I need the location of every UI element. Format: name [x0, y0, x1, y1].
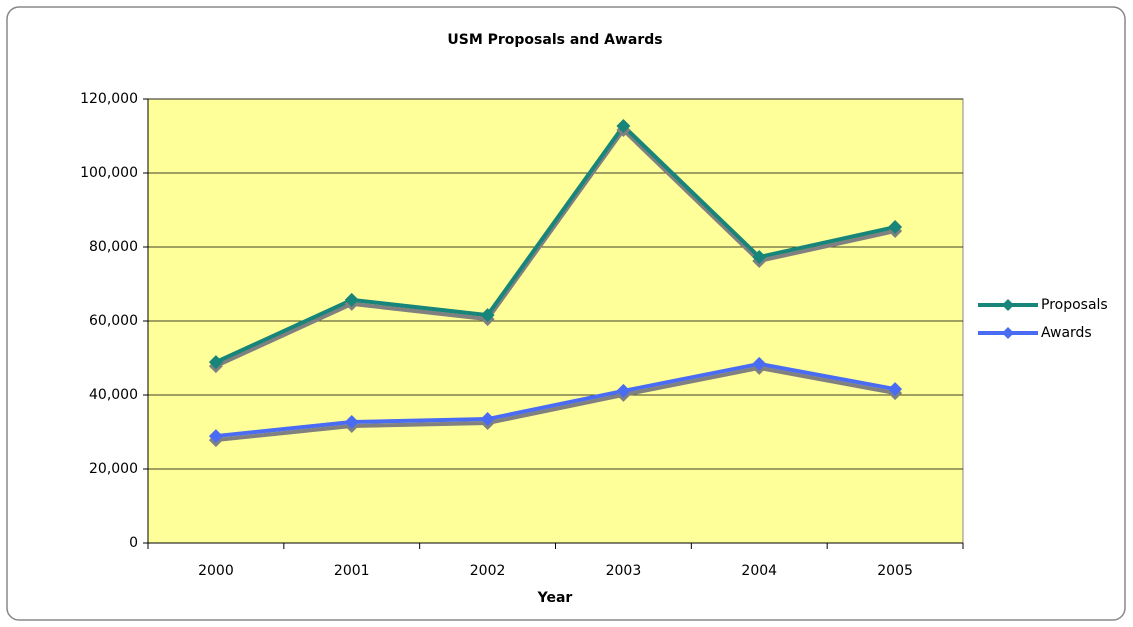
y-tick-label: 20,000: [89, 461, 138, 477]
marker: [480, 412, 495, 427]
marker: [616, 383, 631, 398]
marker: [752, 249, 767, 264]
marker: [480, 308, 495, 323]
marker: [752, 356, 767, 371]
x-tick-label: 2002: [470, 563, 506, 579]
marker: [208, 429, 223, 444]
line-shadow: [215, 128, 896, 368]
marker: [208, 355, 223, 370]
legend-marker: [1002, 299, 1014, 311]
marker: [888, 220, 903, 235]
marker: [344, 415, 359, 430]
line: [215, 124, 896, 364]
x-tick-label: 2003: [606, 563, 642, 579]
line: [215, 361, 896, 439]
y-tick-label: 100,000: [80, 165, 138, 181]
y-tick-label: 80,000: [89, 239, 138, 255]
chart-title: USM Proposals and Awards: [447, 32, 662, 48]
y-tick-label: 60,000: [89, 313, 138, 329]
marker: [616, 119, 631, 134]
y-tick-label: 40,000: [89, 387, 138, 403]
x-tick-label: 2005: [877, 563, 913, 579]
y-tick-label: 120,000: [80, 91, 138, 107]
legend-label: Awards: [1041, 325, 1092, 341]
marker: [344, 292, 359, 307]
legend-marker: [1002, 327, 1014, 339]
x-tick-label: 2001: [334, 563, 370, 579]
line-shadow: [215, 365, 896, 443]
marker: [888, 382, 903, 397]
x-axis-label: Year: [537, 590, 573, 606]
y-tick-label: 0: [129, 535, 138, 551]
legend-label: Proposals: [1041, 297, 1108, 313]
x-tick-label: 2000: [198, 563, 234, 579]
x-tick-label: 2004: [741, 563, 777, 579]
